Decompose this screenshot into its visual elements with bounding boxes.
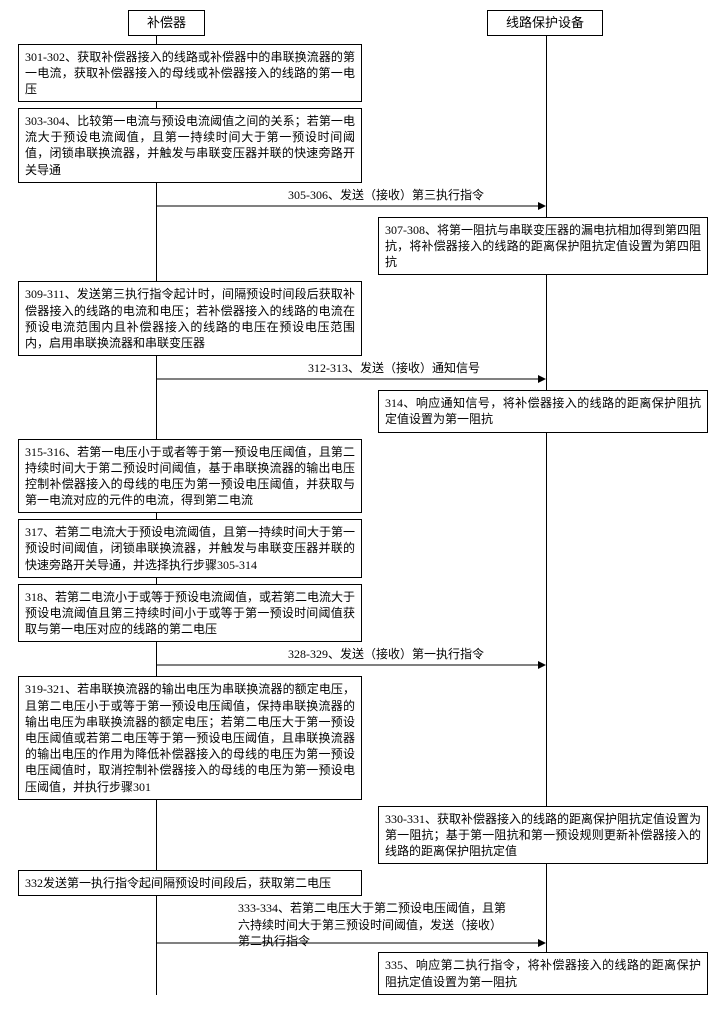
step-s303: 303-304、比较第一电流与预设电流阈值之间的关系；若第一电流大于预设电流阈值…	[18, 108, 362, 183]
step-s307: 307-308、将第一阻抗与串联变压器的漏电抗相加得到第四阻抗，将补偿器接入的线…	[378, 217, 708, 276]
header-row: 补偿器 线路保护设备	[18, 10, 708, 36]
arrow-line-a305	[156, 201, 546, 211]
step-s317: 317、若第二电流大于预设电流阈值，且第一持续时间大于第一预设时间阈值，闭锁串联…	[18, 519, 362, 578]
step-s330: 330-331、获取补偿器接入的线路的距离保护阻抗定值设置为第一阻抗；基于第一阻…	[378, 806, 708, 865]
step-s335: 335、响应第二执行指令，将补偿器接入的线路的距离保护阻抗定值设置为第一阻抗	[378, 952, 708, 994]
arrow-a333: 333-334、若第二电压大于第二预设电压阈值，且第六持续时间大于第三预设时间阈…	[18, 902, 708, 946]
step-s314: 314、响应通知信号，将补偿器接入的线路的距离保护阻抗定值设置为第一阻抗	[378, 390, 708, 432]
arrow-line-a328	[156, 660, 546, 670]
step-s319: 319-321、若串联换流器的输出电压为串联换流器的额定电压，且第二电压小于或等…	[18, 676, 362, 799]
arrow-line-a312	[156, 374, 546, 384]
step-s315: 315-316、若第一电压小于或者等于第一预设电压阈值，且第二持续时间大于第二预…	[18, 439, 362, 514]
steps-container: 301-302、获取补偿器接入的线路或补偿器中的串联换流器的第一电流，获取补偿器…	[18, 44, 708, 995]
header-right: 线路保护设备	[487, 10, 603, 36]
step-s318: 318、若第二电流小于或等于预设电流阈值，或若第二电流大于预设电流阈值且第三持续…	[18, 584, 362, 643]
arrow-line-a333	[156, 938, 546, 948]
step-s332: 332发送第一执行指令起间隔预设时间段后，获取第二电压	[18, 870, 362, 896]
arrow-a312: 312-313、发送（接收）通知信号	[18, 362, 708, 384]
sequence-diagram: 补偿器 线路保护设备 301-302、获取补偿器接入的线路或补偿器中的串联换流器…	[18, 10, 708, 995]
arrow-a328: 328-329、发送（接收）第一执行指令	[18, 648, 708, 670]
arrow-a305: 305-306、发送（接收）第三执行指令	[18, 189, 708, 211]
header-left: 补偿器	[128, 10, 205, 36]
step-s309: 309-311、发送第三执行指令起计时，间隔预设时间段后获取补偿器接入的线路的电…	[18, 281, 362, 356]
step-s301: 301-302、获取补偿器接入的线路或补偿器中的串联换流器的第一电流，获取补偿器…	[18, 44, 362, 103]
